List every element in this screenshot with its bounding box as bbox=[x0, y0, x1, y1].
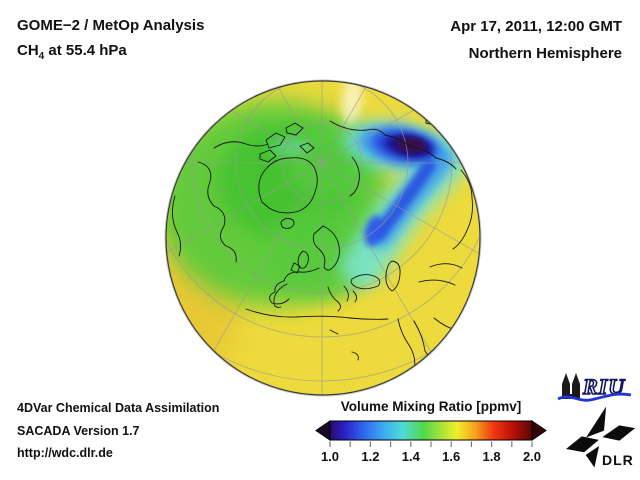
assimilation-label: 4DVar Chemical Data Assimilation bbox=[17, 401, 220, 415]
riu-wave-icon bbox=[557, 392, 632, 402]
coastlines bbox=[171, 113, 478, 389]
pressure-level-label: at 55.4 hPa bbox=[44, 42, 127, 59]
datetime-block: Apr 17, 2011, 12:00 GMT Northern Hemisph… bbox=[450, 13, 622, 67]
colorbar-gradient-bar bbox=[329, 420, 533, 441]
dlr-wing-icon bbox=[565, 406, 636, 468]
graticule bbox=[166, 81, 480, 395]
dlr-logo: DLR bbox=[565, 406, 636, 468]
riu-logo: RIU bbox=[557, 373, 632, 402]
globe-rim bbox=[165, 80, 481, 396]
colorbar: 1.0 1.2 1.4 1.6 1.8 2.0 bbox=[315, 420, 547, 464]
species-subscript: 4 bbox=[38, 51, 45, 62]
footer-info-block: 4DVar Chemical Data Assimilation SACADA … bbox=[17, 397, 219, 465]
ch4-midvalue-green-field bbox=[166, 100, 390, 306]
colorbar-left-arrow bbox=[315, 420, 331, 441]
tick-label-1.0: 1.0 bbox=[321, 449, 339, 464]
dlr-logo-text: DLR bbox=[602, 452, 634, 468]
hemisphere-label: Northern Hemisphere bbox=[468, 45, 622, 62]
cathedral-icon bbox=[562, 373, 580, 399]
product-title-line1: GOME−2 / MetOp Analysis bbox=[17, 17, 205, 34]
tick-label-2.0: 2.0 bbox=[523, 449, 541, 464]
globe-outer-glow bbox=[164, 79, 482, 397]
pale-streak bbox=[341, 81, 363, 126]
plume-core bbox=[396, 137, 426, 153]
product-title-line2: CH4 at 55.4 hPa bbox=[17, 38, 204, 69]
datetime-label: Apr 17, 2011, 12:00 GMT bbox=[450, 18, 622, 35]
product-title-block: GOME−2 / MetOp Analysis CH4 at 55.4 hPa bbox=[17, 13, 204, 69]
cyan-tinge bbox=[270, 137, 310, 157]
colorbar-title: Volume Mixing Ratio [ppmv] bbox=[340, 399, 522, 414]
version-label: SACADA Version 1.7 bbox=[17, 423, 140, 438]
tick-label-1.4: 1.4 bbox=[402, 449, 421, 464]
tick-label-1.8: 1.8 bbox=[483, 449, 501, 464]
colorbar-tick-labels: 1.0 1.2 1.4 1.6 1.8 2.0 bbox=[321, 449, 541, 464]
colorbar-right-arrow bbox=[531, 420, 547, 441]
url-label: http://wdc.dlr.de bbox=[17, 446, 113, 460]
colorbar-minor-ticks bbox=[329, 441, 533, 447]
tick-label-1.6: 1.6 bbox=[442, 449, 460, 464]
species-label: CH bbox=[17, 42, 39, 59]
tick-label-1.2: 1.2 bbox=[361, 449, 379, 464]
